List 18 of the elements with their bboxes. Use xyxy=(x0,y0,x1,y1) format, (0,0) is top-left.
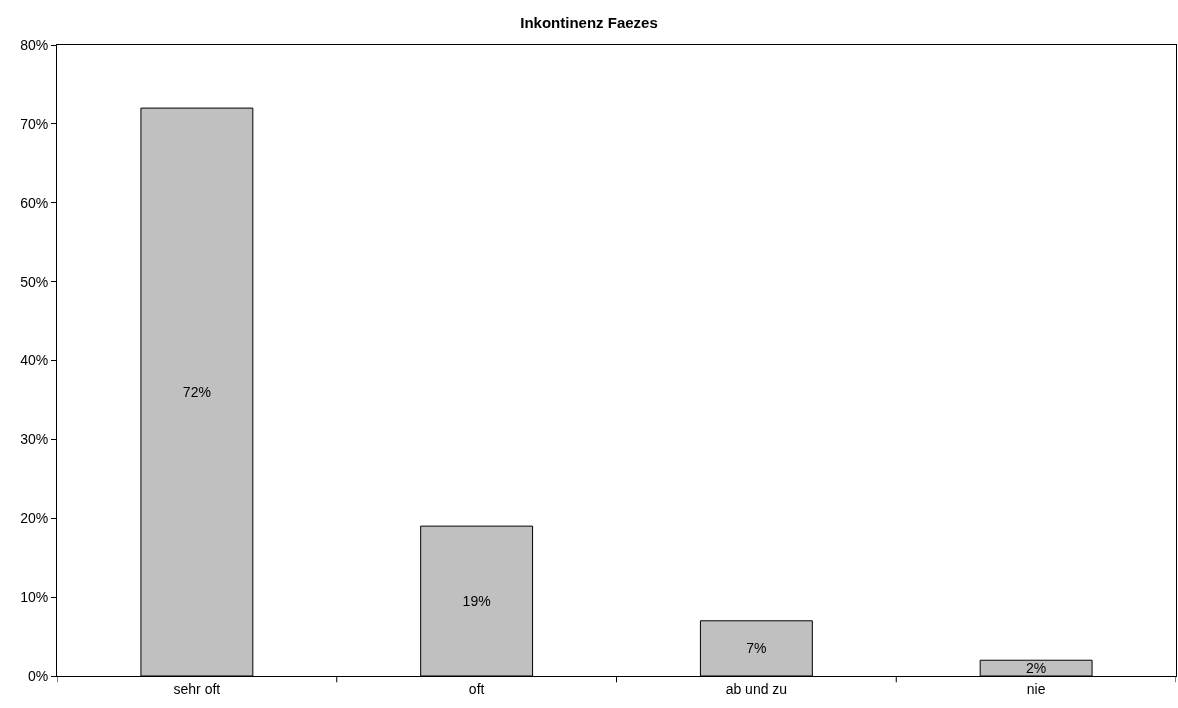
y-tick-label: 30% xyxy=(20,431,49,448)
data-label: 72% xyxy=(182,384,211,401)
x-tick-label: oft xyxy=(468,680,485,697)
y-tick-label: 80% xyxy=(20,36,49,53)
x-tick-label: sehr oft xyxy=(173,680,221,697)
x-tick-label: ab und zu xyxy=(725,680,788,697)
y-tick-label: 60% xyxy=(20,194,49,211)
data-label: 7% xyxy=(746,640,767,657)
data-label: 19% xyxy=(462,593,491,610)
y-tick-label: 40% xyxy=(20,352,49,369)
data-label: 2% xyxy=(1026,660,1047,677)
y-tick-label: 10% xyxy=(20,589,49,606)
y-tick-label: 0% xyxy=(27,667,49,684)
x-tick-label: nie xyxy=(1026,680,1046,697)
y-tick-label: 70% xyxy=(20,115,49,132)
chart-title: Inkontinenz Faezes xyxy=(520,14,658,32)
y-tick-label: 50% xyxy=(20,273,49,290)
y-tick-label: 20% xyxy=(20,510,49,527)
